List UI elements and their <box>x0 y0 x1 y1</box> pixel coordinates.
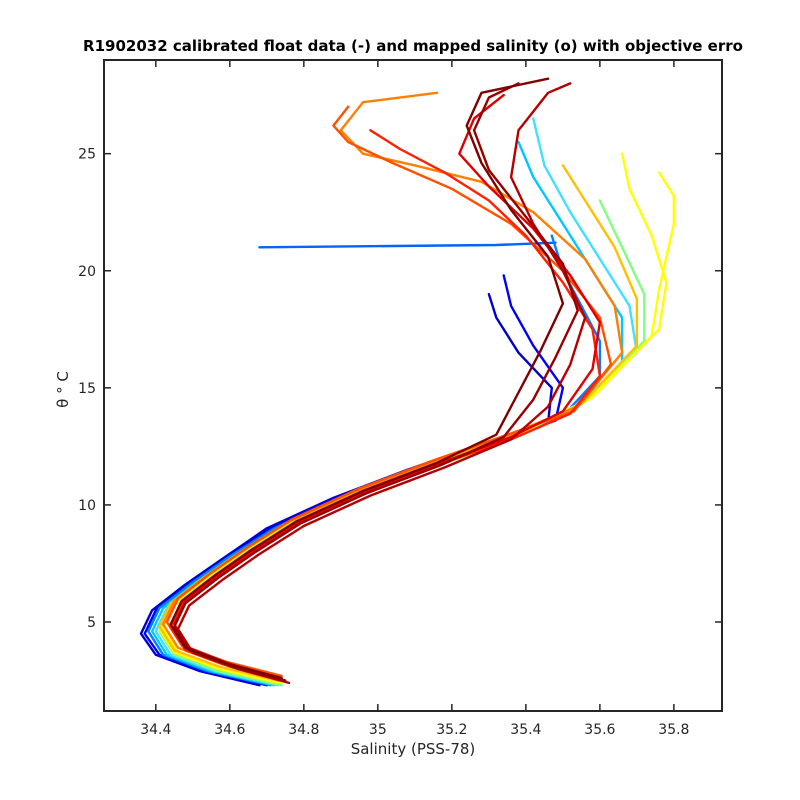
x-axis-label: Salinity (PSS-78) <box>351 740 476 758</box>
profile-line-17 <box>169 77 565 680</box>
profile-line-12 <box>165 105 613 678</box>
y-tick-label: 25 <box>78 147 96 163</box>
profile-line-16 <box>173 82 579 682</box>
x-axis: 34.4 34.6 34.8 35 35.2 35.4 35.6 35.8 <box>140 60 689 738</box>
y-tick-label: 10 <box>78 498 96 514</box>
y-tick-label: 15 <box>78 381 96 397</box>
y-tick-label: 20 <box>78 264 96 280</box>
y-axis-label: θ ° C <box>54 371 72 408</box>
x-tick-label: 35.6 <box>584 722 615 738</box>
x-tick-label: 35.4 <box>510 722 541 738</box>
x-tick-label: 34.4 <box>140 722 171 738</box>
profile-line-1 <box>139 293 553 687</box>
x-tick-label: 34.8 <box>288 722 319 738</box>
profile-line-3 <box>258 241 557 249</box>
axes-background <box>104 60 722 711</box>
x-tick-label: 34.6 <box>214 722 245 738</box>
x-tick-label: 35 <box>369 722 387 738</box>
series-layer <box>139 77 676 687</box>
profile-line-15 <box>176 82 587 685</box>
axes-frame <box>103 59 723 712</box>
y-axis: 5 10 15 20 25 <box>78 147 722 631</box>
x-tick-label: 35.8 <box>658 722 689 738</box>
chart-title: R1902032 calibrated float data (-) and m… <box>83 37 743 55</box>
plot-area: 34.4 34.6 34.8 35 35.2 35.4 35.6 35.8 5 10 15 20 25 <box>78 59 723 738</box>
y-tick-label: 5 <box>87 615 96 631</box>
x-tick-label: 35.2 <box>436 722 467 738</box>
